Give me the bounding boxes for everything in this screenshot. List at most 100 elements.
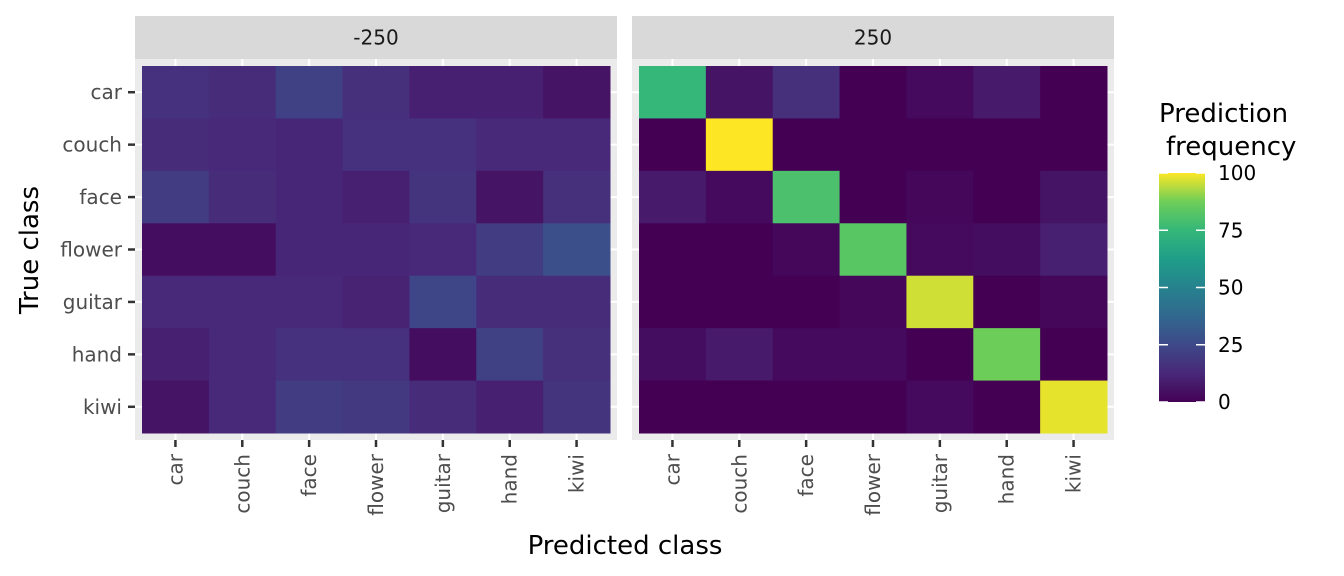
heatmap-cell [639, 328, 707, 382]
heatmap-cell [639, 223, 707, 277]
heatmap-cell [705, 275, 774, 329]
heatmap-cell [142, 275, 210, 329]
heatmap-cell [973, 380, 1041, 434]
x-tick-label: face [794, 454, 818, 497]
heatmap-cell [772, 118, 841, 172]
facet-panel: 250 car couch face flower guitar hand kiwi [632, 16, 1114, 516]
heatmap-cell [1040, 223, 1108, 277]
heatmap-cell [772, 170, 841, 224]
heatmap-cell [275, 380, 344, 434]
facet-strip [135, 16, 617, 59]
heatmap-cell [973, 118, 1041, 172]
heatmap-cell [409, 170, 477, 224]
heatmap-cell [476, 170, 544, 224]
heatmap-cell [142, 328, 210, 382]
heatmap-cell [906, 223, 974, 277]
heatmap-cell [476, 66, 544, 119]
heatmap-cell [705, 170, 774, 224]
heatmap-cell [275, 275, 344, 329]
heatmap-cell [1040, 66, 1108, 119]
x-tick-label: face [297, 454, 321, 497]
heatmap-cell [142, 118, 210, 172]
heatmap-cell [772, 223, 841, 277]
heatmap-cell [275, 223, 344, 277]
heatmap-cell [342, 170, 410, 224]
heatmap-cell [705, 223, 774, 277]
x-tick-label: guitar [928, 453, 952, 513]
heatmap-cell [543, 66, 611, 119]
facet-strip-label: 250 [854, 26, 892, 50]
legend-tick-label: 50 [1218, 276, 1243, 300]
heatmap-cell [973, 170, 1041, 224]
facet-strip [632, 16, 1114, 59]
heatmap-cell [476, 223, 544, 277]
heatmap-cell [705, 328, 774, 382]
heatmap-cell [543, 118, 611, 172]
heatmap-cell [973, 328, 1041, 382]
x-tick-label: couch [230, 454, 254, 514]
heatmap-cell [342, 118, 410, 172]
heatmap-cell [906, 328, 974, 382]
x-tick-label: couch [727, 454, 751, 514]
heatmap-cell [1040, 118, 1108, 172]
heatmap-cell [839, 328, 907, 382]
heatmap-cell [543, 328, 611, 382]
y-tick-label: couch [62, 133, 122, 157]
heatmap-cell [543, 275, 611, 329]
y-tick-label: guitar [63, 290, 123, 314]
heatmap-cell [142, 170, 210, 224]
heatmap-cell [409, 66, 477, 119]
heatmap-cell [772, 66, 841, 119]
heatmap-cell [839, 170, 907, 224]
heatmap-cell [208, 223, 277, 277]
y-tick-label: hand [72, 342, 122, 366]
heatmap-cell [639, 118, 707, 172]
heatmap-cell [409, 118, 477, 172]
legend-tick-label: 0 [1218, 390, 1231, 414]
heatmap-cell [639, 275, 707, 329]
heatmap-cell [772, 328, 841, 382]
heatmap-cell [705, 380, 774, 434]
heatmap-cell [208, 118, 277, 172]
heatmap-cell [906, 118, 974, 172]
y-axis-title: True class [15, 186, 45, 315]
x-axis-title: Predicted class [528, 531, 723, 561]
heatmap-cell [639, 380, 707, 434]
heatmap-cell [705, 118, 774, 172]
heatmap-cell [543, 170, 611, 224]
legend-tick-label: 100 [1218, 161, 1256, 185]
x-tick-label: flower [861, 453, 885, 515]
heatmap-cell [142, 380, 210, 434]
y-tick-label: flower [60, 238, 122, 262]
heatmap-cell [142, 223, 210, 277]
heatmap-cell [409, 380, 477, 434]
heatmap-cell [476, 118, 544, 172]
x-tick-label: kiwi [565, 454, 589, 493]
y-tick-label: car [91, 80, 123, 104]
heatmap-cell [1040, 380, 1108, 434]
heatmap-cell [275, 170, 344, 224]
heatmap-cell [409, 328, 477, 382]
heatmap-cell [409, 275, 477, 329]
heatmap-cell [208, 380, 277, 434]
legend-tick-label: 25 [1218, 333, 1243, 357]
heatmap-cell [476, 275, 544, 329]
heatmap-cell [906, 170, 974, 224]
heatmap-cell [476, 328, 544, 382]
y-tick-label: face [79, 185, 122, 209]
heatmap-cell [772, 380, 841, 434]
heatmap-cell [973, 275, 1041, 329]
heatmap-cell [275, 66, 344, 119]
heatmap-cell [705, 66, 774, 119]
heatmap-cell [275, 118, 344, 172]
heatmap-cell [342, 380, 410, 434]
facet-strip-label: -250 [353, 26, 398, 50]
heatmap-cell [543, 223, 611, 277]
x-tick-label: car [660, 453, 684, 485]
heatmap-cell [476, 380, 544, 434]
heatmap-cell [142, 66, 210, 119]
x-tick-label: car [163, 453, 187, 485]
heatmap-cell [275, 328, 344, 382]
legend-title-line: frequency [1166, 132, 1296, 162]
